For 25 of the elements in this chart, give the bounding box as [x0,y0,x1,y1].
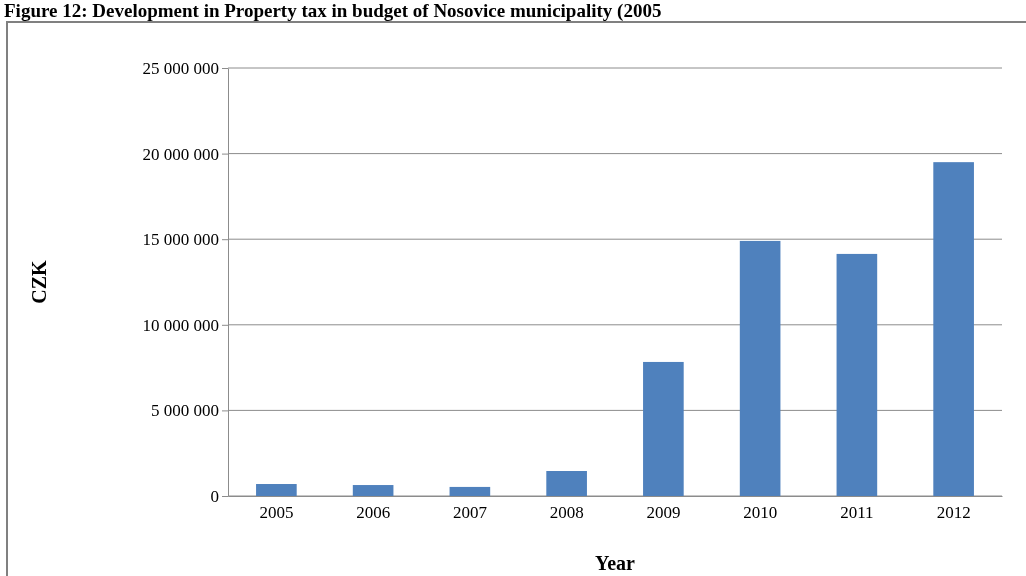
y-tick-label: 10 000 000 [142,315,219,335]
y-tick-label: 25 000 000 [142,58,219,78]
x-tick-label: 2010 [743,503,778,523]
x-tick-label: 2006 [356,503,391,523]
x-tick-label: 2005 [259,503,294,523]
x-tick-label: 2008 [549,503,584,523]
y-tick-label: 5 000 000 [151,401,219,421]
x-axis-title: Year [595,552,636,574]
bar [352,485,394,496]
chart-title: Figure 12: Development in Property tax in budget of Nosovice municipality (2005 [4,0,662,22]
bar [449,486,491,496]
x-tick-label: 2007 [452,503,488,523]
bar [836,253,878,496]
bar [933,162,974,496]
bar [256,484,297,496]
y-tick-label: 0 [210,486,219,506]
bar [546,471,587,496]
x-tick-label: 2012 [936,503,971,523]
y-tick-label: 20 000 000 [142,144,219,164]
x-tick-label: 2011 [840,503,874,523]
y-tick-label: 15 000 000 [142,230,219,250]
bar [739,240,781,496]
y-axis-title: CZK [28,259,50,304]
bar [643,361,684,496]
x-tick-label: 2009 [646,503,681,523]
